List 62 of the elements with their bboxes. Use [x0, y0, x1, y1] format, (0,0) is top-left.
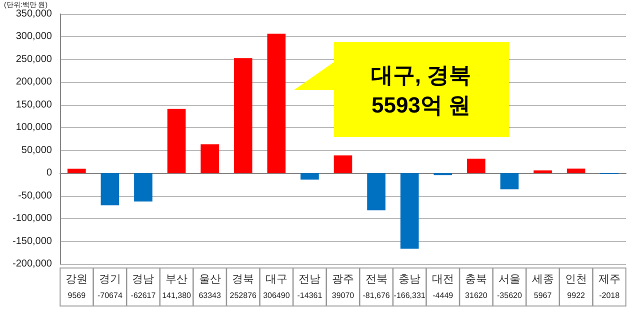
- y-tick-label: -100,000: [12, 213, 52, 224]
- data-label: 5967: [534, 291, 552, 300]
- data-label: 141,380: [162, 291, 192, 300]
- bar: [267, 34, 286, 174]
- y-tick-label: -200,000: [12, 258, 52, 270]
- data-label: -166,331: [394, 291, 426, 300]
- data-label: 63343: [198, 291, 222, 300]
- data-label: -4449: [432, 291, 454, 300]
- bar: [300, 173, 319, 180]
- bar: [534, 170, 552, 174]
- data-label: -81,676: [362, 291, 390, 300]
- x-tick-label: 경북: [232, 274, 254, 286]
- annotation: 대구, 경북 5593억 원: [370, 62, 472, 118]
- x-tick-label: 경남: [132, 274, 154, 286]
- bar: [500, 173, 519, 190]
- x-tick-label: 강원: [66, 274, 88, 286]
- y-tick-label: -50,000: [18, 190, 52, 202]
- x-tick-label: 전남: [298, 274, 321, 286]
- data-label: 9922: [567, 291, 586, 300]
- x-tick-label: 충남: [398, 274, 421, 286]
- bar: [134, 173, 152, 202]
- data-label: -2018: [599, 291, 620, 300]
- data-label: 39070: [332, 291, 355, 300]
- y-tick-label: 0: [46, 168, 52, 179]
- data-label: 31620: [465, 291, 488, 300]
- y-tick-label: -150,000: [12, 236, 52, 247]
- x-tick-label: 제주: [598, 274, 620, 286]
- bar: [334, 155, 352, 174]
- bar: [200, 144, 219, 174]
- y-tick-label: 200,000: [16, 76, 52, 88]
- y-tick-label: 300,000: [16, 31, 52, 42]
- x-tick-label: 대전: [432, 274, 454, 286]
- y-tick-label: 50,000: [21, 144, 52, 156]
- data-label: 252876: [230, 291, 258, 300]
- x-tick-label: 울산: [198, 274, 221, 286]
- x-tick-label: 인천: [565, 274, 588, 286]
- data-label: 306490: [263, 291, 290, 300]
- x-tick-label: 부산: [166, 274, 188, 286]
- data-label: -70674: [97, 291, 123, 300]
- bar: [467, 158, 486, 174]
- bar: [367, 173, 386, 210]
- x-tick-label: 서울: [498, 274, 520, 286]
- bar: [400, 173, 419, 249]
- y-tick-label: 150,000: [16, 99, 52, 110]
- x-tick-label: 충북: [465, 274, 488, 286]
- x-tick-label: 광주: [332, 274, 354, 286]
- bar: [67, 168, 86, 174]
- bar: [100, 173, 120, 206]
- bar: [234, 58, 252, 174]
- y-tick-label: 100,000: [16, 122, 52, 134]
- y-tick-label: 350,000: [16, 8, 52, 20]
- data-label: -14361: [297, 291, 323, 300]
- data-label: -62617: [130, 291, 156, 300]
- x-tick-label: 세종: [532, 274, 554, 286]
- bar: [167, 108, 186, 174]
- x-tick-label: 전북: [365, 274, 388, 286]
- data-label: 9569: [68, 291, 86, 300]
- bar: [566, 168, 586, 174]
- data-label: -35620: [497, 291, 522, 300]
- x-tick-label: 경기: [98, 274, 121, 286]
- x-tick-label: 대구: [265, 274, 288, 286]
- y-tick-label: 250,000: [16, 54, 52, 65]
